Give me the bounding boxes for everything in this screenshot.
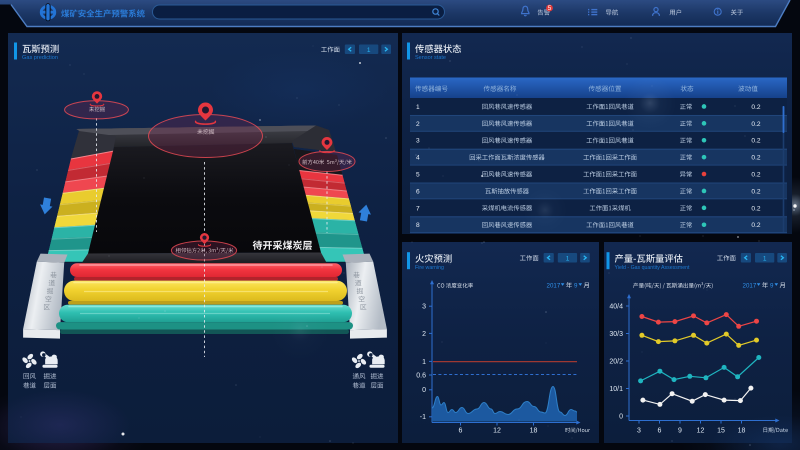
svg-text:1: 1 — [566, 255, 570, 262]
svg-text:4: 4 — [416, 155, 420, 162]
svg-text:0: 0 — [422, 387, 426, 394]
svg-text:0.2: 0.2 — [751, 121, 760, 128]
svg-text:0.2: 0.2 — [751, 104, 760, 111]
svg-text:Gas prediction: Gas prediction — [22, 55, 58, 61]
svg-text:0.2: 0.2 — [751, 222, 760, 229]
svg-text:6: 6 — [658, 428, 662, 435]
svg-text:7: 7 — [416, 205, 420, 212]
svg-text:2: 2 — [422, 331, 426, 338]
svg-text:0.2: 0.2 — [751, 188, 760, 195]
svg-text:18: 18 — [530, 428, 538, 435]
svg-text:30/3: 30/3 — [609, 331, 623, 338]
svg-text:2017: 2017 — [743, 283, 757, 290]
svg-text:6: 6 — [459, 428, 463, 435]
svg-text:12: 12 — [493, 428, 501, 435]
svg-text:1: 1 — [367, 47, 371, 54]
svg-text:1: 1 — [422, 359, 426, 366]
svg-text:40/4: 40/4 — [609, 303, 623, 310]
svg-text:0.6: 0.6 — [416, 372, 426, 379]
svg-text:Fire warning: Fire warning — [415, 265, 444, 271]
svg-text:5: 5 — [548, 5, 552, 12]
svg-text:3: 3 — [637, 428, 641, 435]
svg-text:0.2: 0.2 — [751, 205, 760, 212]
svg-text:Yield - Gas quantity Assessmen: Yield - Gas quantity Assessment — [615, 265, 690, 271]
svg-text:0: 0 — [619, 413, 623, 420]
svg-text:20/2: 20/2 — [609, 358, 623, 365]
svg-text:2: 2 — [416, 121, 420, 128]
svg-text:3: 3 — [422, 304, 426, 311]
svg-text:5: 5 — [416, 171, 420, 178]
svg-text:10/1: 10/1 — [609, 386, 623, 393]
svg-text:0.2: 0.2 — [751, 155, 760, 162]
svg-text:9: 9 — [770, 283, 774, 290]
svg-text:3: 3 — [416, 138, 420, 145]
svg-text:2017: 2017 — [547, 283, 561, 290]
svg-text:12: 12 — [697, 428, 705, 435]
svg-text:Sensor state: Sensor state — [415, 55, 446, 61]
svg-text:8: 8 — [416, 222, 420, 229]
svg-text:6: 6 — [416, 188, 420, 195]
svg-text:1: 1 — [416, 104, 420, 111]
svg-text:9: 9 — [678, 428, 682, 435]
svg-text:-1: -1 — [420, 414, 426, 421]
svg-text:1: 1 — [763, 255, 767, 262]
svg-text:0.2: 0.2 — [751, 171, 760, 178]
svg-text:0.2: 0.2 — [751, 138, 760, 145]
svg-text:9: 9 — [574, 283, 578, 290]
